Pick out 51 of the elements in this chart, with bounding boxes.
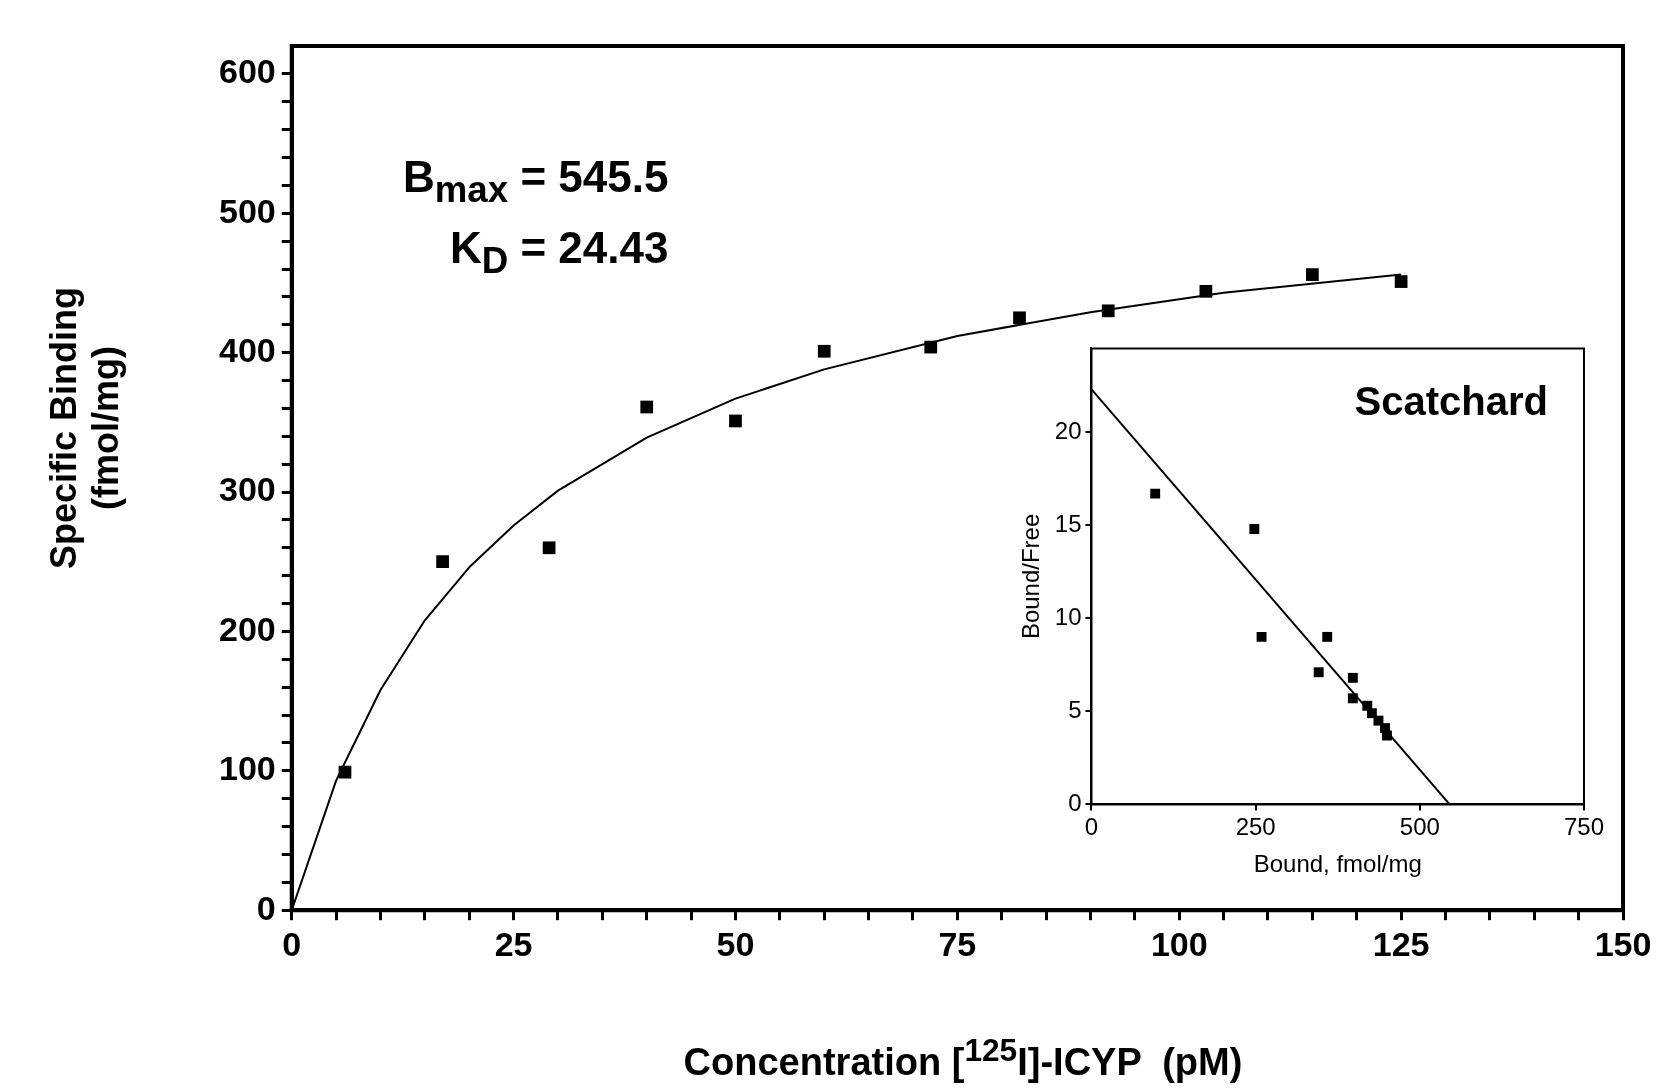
x-tick-label: 150 [1594, 924, 1652, 963]
y-tick-label: 15 [1054, 509, 1082, 537]
point [1101, 304, 1115, 318]
point [542, 541, 556, 555]
point [1373, 715, 1384, 726]
x-tick-label: 125 [1372, 924, 1430, 963]
point [436, 555, 449, 569]
y-tick-label: 5 [1068, 695, 1082, 723]
y-tick-label: 300 [218, 470, 276, 509]
x-tick-label: 25 [494, 924, 533, 963]
x-axis-title: Concentration [$^{125}$I]-ICYP (pM) [683, 1032, 1243, 1084]
y-tick-label: 500 [218, 191, 276, 230]
point [1249, 523, 1260, 534]
x-tick-label: 100 [1150, 924, 1208, 963]
x-tick-label: 50 [716, 924, 755, 963]
point [1347, 672, 1358, 683]
y-tick-label: 10 [1054, 602, 1082, 630]
annotation: K$_{D}$ = 24.43 [448, 221, 669, 283]
point [1347, 693, 1358, 704]
x-tick-label: 500 [1399, 813, 1440, 841]
point [729, 414, 742, 428]
point [1199, 284, 1213, 298]
point [640, 400, 654, 414]
point [817, 344, 831, 358]
y-tick-label: 400 [218, 331, 276, 370]
annotation: B$_{max}$ = 545.5 [403, 151, 669, 212]
x-axis-title: Bound, fmol/mg [1253, 850, 1422, 878]
y-tick-label: 100 [218, 749, 276, 788]
point [1366, 708, 1377, 719]
point [1150, 488, 1161, 499]
y-tick-label: 0 [1068, 789, 1082, 817]
point [1322, 631, 1333, 642]
x-tick-label: 75 [938, 924, 977, 963]
point [338, 765, 352, 779]
point [1394, 275, 1408, 288]
y-axis-title: Bound/Free [1017, 513, 1045, 640]
point [924, 340, 938, 354]
y-tick-label: 0 [256, 888, 276, 927]
point [1306, 268, 1319, 281]
point [1013, 311, 1026, 325]
point [1256, 631, 1267, 642]
y-tick-label: 200 [218, 609, 276, 648]
x-tick-label: 250 [1235, 813, 1276, 841]
x-tick-label: 750 [1563, 813, 1604, 841]
point [1313, 667, 1324, 678]
y-tick-label: 20 [1054, 416, 1082, 444]
y-axis-title: Specific Binding (fmol/mg) [43, 286, 127, 570]
text: Scatchard [1354, 379, 1548, 424]
y-tick-label: 600 [218, 52, 276, 91]
point [1382, 730, 1392, 741]
x-tick-label: 0 [282, 924, 302, 963]
